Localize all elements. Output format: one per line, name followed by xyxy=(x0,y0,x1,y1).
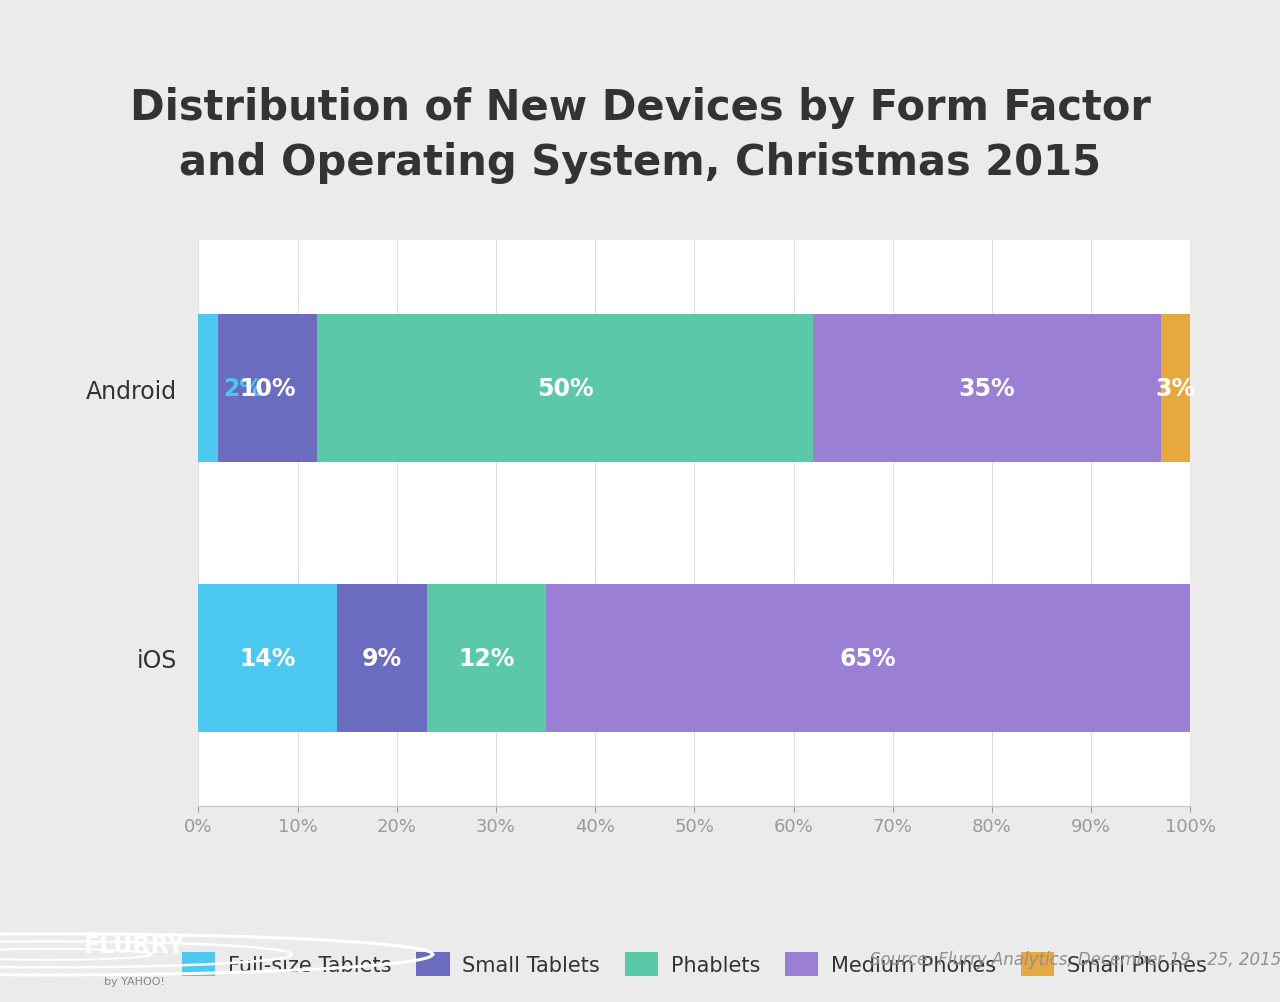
Text: 10%: 10% xyxy=(239,377,296,401)
Text: by YAHOO!: by YAHOO! xyxy=(104,976,165,986)
Bar xyxy=(545,584,1190,732)
Text: FLURRY: FLURRY xyxy=(83,933,186,957)
Bar xyxy=(1161,315,1190,463)
Legend: Full-size Tablets, Small Tablets, Phablets, Medium Phones, Small Phones: Full-size Tablets, Small Tablets, Phable… xyxy=(172,942,1217,986)
Bar xyxy=(338,584,426,732)
Text: 50%: 50% xyxy=(538,377,594,401)
Text: 12%: 12% xyxy=(458,646,515,670)
Bar xyxy=(426,584,545,732)
Text: Source: Flurry Analytics, December 19 - 25, 2015: Source: Flurry Analytics, December 19 - … xyxy=(869,950,1280,968)
Text: 14%: 14% xyxy=(239,646,296,670)
Text: 35%: 35% xyxy=(959,377,1015,401)
Bar xyxy=(814,315,1161,463)
Text: 65%: 65% xyxy=(840,646,896,670)
Bar xyxy=(317,315,814,463)
Text: 9%: 9% xyxy=(362,646,402,670)
Text: 2%: 2% xyxy=(223,377,264,401)
Text: Distribution of New Devices by Form Factor
and Operating System, Christmas 2015: Distribution of New Devices by Form Fact… xyxy=(129,87,1151,183)
Bar xyxy=(218,315,317,463)
Bar xyxy=(198,315,218,463)
Text: 3%: 3% xyxy=(1156,377,1196,401)
Bar xyxy=(198,584,338,732)
